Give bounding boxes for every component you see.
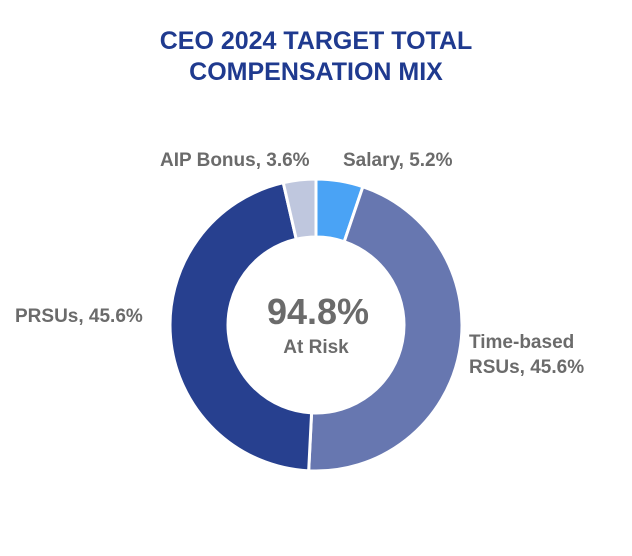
chart-title-line-2: COMPENSATION MIX — [189, 58, 443, 86]
center-label: At Risk — [283, 337, 349, 358]
label-time-based-rsus-line-1: Time-based — [469, 332, 574, 353]
label-aip-bonus: AIP Bonus, 3.6% — [160, 150, 310, 171]
slice-time-based-rsus — [307, 184, 464, 473]
chart-title-line-1: CEO 2024 TARGET TOTAL — [159, 27, 473, 55]
chart-title: CEO 2024 TARGET TOTAL COMPENSATION MIX — [0, 26, 632, 88]
center-value: 94.8% — [267, 291, 369, 332]
donut-slices — [168, 177, 464, 473]
label-salary: Salary, 5.2% — [343, 150, 453, 171]
slice-aip-bonus — [281, 177, 318, 242]
label-time-based-rsus-line-2: RSUs, 45.6% — [469, 357, 584, 378]
label-prsus: PRSUs, 45.6% — [15, 306, 143, 327]
slice-prsus — [168, 180, 314, 473]
